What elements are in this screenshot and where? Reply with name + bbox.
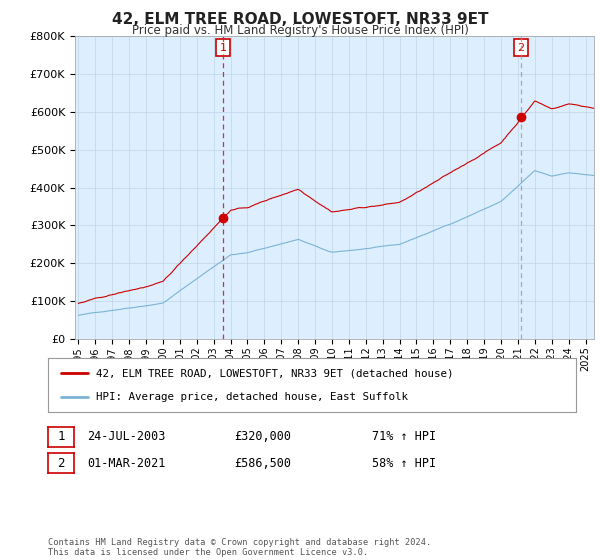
Text: 01-MAR-2021: 01-MAR-2021 xyxy=(87,456,166,470)
Text: Price paid vs. HM Land Registry's House Price Index (HPI): Price paid vs. HM Land Registry's House … xyxy=(131,24,469,37)
Text: £586,500: £586,500 xyxy=(234,456,291,470)
Text: 1: 1 xyxy=(58,430,65,444)
Text: 42, ELM TREE ROAD, LOWESTOFT, NR33 9ET (detached house): 42, ELM TREE ROAD, LOWESTOFT, NR33 9ET (… xyxy=(95,368,453,379)
Text: 58% ↑ HPI: 58% ↑ HPI xyxy=(372,456,436,470)
Text: 42, ELM TREE ROAD, LOWESTOFT, NR33 9ET: 42, ELM TREE ROAD, LOWESTOFT, NR33 9ET xyxy=(112,12,488,27)
Text: 2: 2 xyxy=(517,43,524,53)
Text: 2: 2 xyxy=(58,456,65,470)
Text: 24-JUL-2003: 24-JUL-2003 xyxy=(87,430,166,444)
Text: £320,000: £320,000 xyxy=(234,430,291,444)
Text: HPI: Average price, detached house, East Suffolk: HPI: Average price, detached house, East… xyxy=(95,391,407,402)
Text: 71% ↑ HPI: 71% ↑ HPI xyxy=(372,430,436,444)
Text: 1: 1 xyxy=(220,43,227,53)
Text: Contains HM Land Registry data © Crown copyright and database right 2024.
This d: Contains HM Land Registry data © Crown c… xyxy=(48,538,431,557)
